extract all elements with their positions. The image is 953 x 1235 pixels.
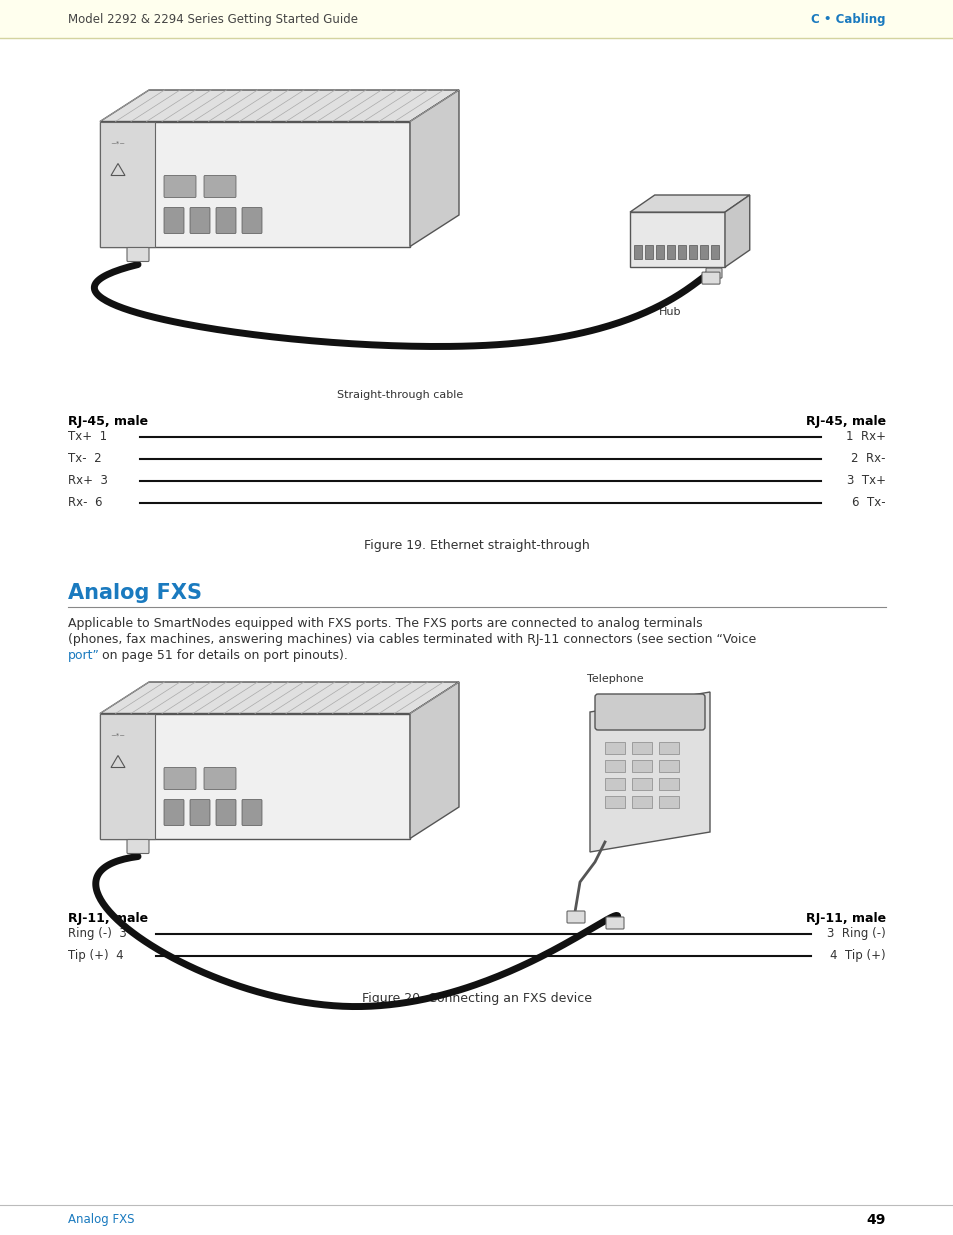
Bar <box>710 245 719 259</box>
Polygon shape <box>100 714 410 839</box>
Text: Model 2292 & 2294 Series Getting Started Guide: Model 2292 & 2294 Series Getting Started… <box>68 12 357 26</box>
Text: Rx-  6: Rx- 6 <box>68 496 102 510</box>
Text: Ring (-)  3: Ring (-) 3 <box>68 927 127 941</box>
Text: ~*~: ~*~ <box>111 732 126 739</box>
Text: 49: 49 <box>865 1213 885 1228</box>
Polygon shape <box>724 195 749 267</box>
Bar <box>659 742 679 755</box>
Text: C • Cabling: C • Cabling <box>811 12 885 26</box>
FancyBboxPatch shape <box>242 207 262 233</box>
Polygon shape <box>410 90 458 247</box>
Text: Analog FXS: Analog FXS <box>68 583 202 603</box>
Text: Straight-through cable: Straight-through cable <box>336 390 462 400</box>
FancyBboxPatch shape <box>164 767 195 789</box>
Bar <box>631 778 651 790</box>
FancyBboxPatch shape <box>705 268 721 278</box>
FancyBboxPatch shape <box>190 799 210 825</box>
Text: 3  Ring (-): 3 Ring (-) <box>826 927 885 941</box>
Text: RJ-45, male: RJ-45, male <box>68 415 148 429</box>
Text: on page 51 for details on port pinouts).: on page 51 for details on port pinouts). <box>98 650 348 662</box>
Bar <box>100 714 154 839</box>
FancyBboxPatch shape <box>215 207 235 233</box>
FancyBboxPatch shape <box>701 272 720 284</box>
Text: Applicable to SmartNodes equipped with FXS ports. The FXS ports are connected to: Applicable to SmartNodes equipped with F… <box>68 618 702 630</box>
Text: RJ-11, male: RJ-11, male <box>68 911 148 925</box>
Text: 4  Tip (+): 4 Tip (+) <box>829 950 885 962</box>
Polygon shape <box>100 682 458 714</box>
Bar <box>631 797 651 808</box>
Bar <box>688 245 697 259</box>
FancyBboxPatch shape <box>605 918 623 929</box>
Polygon shape <box>629 212 724 267</box>
FancyBboxPatch shape <box>164 207 184 233</box>
Bar <box>100 121 154 247</box>
Bar <box>644 245 652 259</box>
Bar <box>0 0 953 38</box>
FancyBboxPatch shape <box>127 247 149 262</box>
Bar <box>678 245 685 259</box>
Polygon shape <box>100 90 458 121</box>
Text: (phones, fax machines, answering machines) via cables terminated with RJ-11 conn: (phones, fax machines, answering machine… <box>68 634 756 646</box>
Polygon shape <box>589 692 709 852</box>
Text: port”: port” <box>68 650 100 662</box>
FancyBboxPatch shape <box>566 911 584 923</box>
Text: Analog FXS: Analog FXS <box>68 1214 134 1226</box>
Text: Rx+  3: Rx+ 3 <box>68 474 108 488</box>
Bar <box>604 797 624 808</box>
Bar <box>631 760 651 772</box>
Text: 1  Rx+: 1 Rx+ <box>845 431 885 443</box>
Text: Tx+  1: Tx+ 1 <box>68 431 107 443</box>
Polygon shape <box>410 682 458 839</box>
Polygon shape <box>100 121 410 247</box>
Text: Tx-  2: Tx- 2 <box>68 452 102 466</box>
FancyBboxPatch shape <box>204 767 235 789</box>
Bar <box>659 778 679 790</box>
Bar <box>631 742 651 755</box>
Text: RJ-11, male: RJ-11, male <box>805 911 885 925</box>
Bar <box>659 760 679 772</box>
Bar <box>604 760 624 772</box>
Text: Telephone: Telephone <box>586 674 642 684</box>
Text: 2  Rx-: 2 Rx- <box>851 452 885 466</box>
Polygon shape <box>629 195 749 212</box>
Bar <box>634 245 641 259</box>
FancyBboxPatch shape <box>190 207 210 233</box>
Bar <box>700 245 707 259</box>
Text: 3  Tx+: 3 Tx+ <box>846 474 885 488</box>
Bar <box>666 245 675 259</box>
FancyBboxPatch shape <box>127 840 149 853</box>
Text: Figure 19. Ethernet straight-through: Figure 19. Ethernet straight-through <box>364 538 589 552</box>
Text: ~*~: ~*~ <box>111 141 126 147</box>
Bar <box>604 742 624 755</box>
FancyBboxPatch shape <box>164 175 195 198</box>
Text: Figure 20. Connecting an FXS device: Figure 20. Connecting an FXS device <box>361 992 592 1005</box>
Text: 6  Tx-: 6 Tx- <box>851 496 885 510</box>
FancyBboxPatch shape <box>595 694 704 730</box>
Text: RJ-45, male: RJ-45, male <box>805 415 885 429</box>
Text: Hub: Hub <box>659 308 680 317</box>
Text: Tip (+)  4: Tip (+) 4 <box>68 950 124 962</box>
FancyBboxPatch shape <box>242 799 262 825</box>
FancyBboxPatch shape <box>164 799 184 825</box>
FancyBboxPatch shape <box>204 175 235 198</box>
Bar <box>656 245 663 259</box>
Bar <box>659 797 679 808</box>
Bar <box>604 778 624 790</box>
FancyBboxPatch shape <box>215 799 235 825</box>
